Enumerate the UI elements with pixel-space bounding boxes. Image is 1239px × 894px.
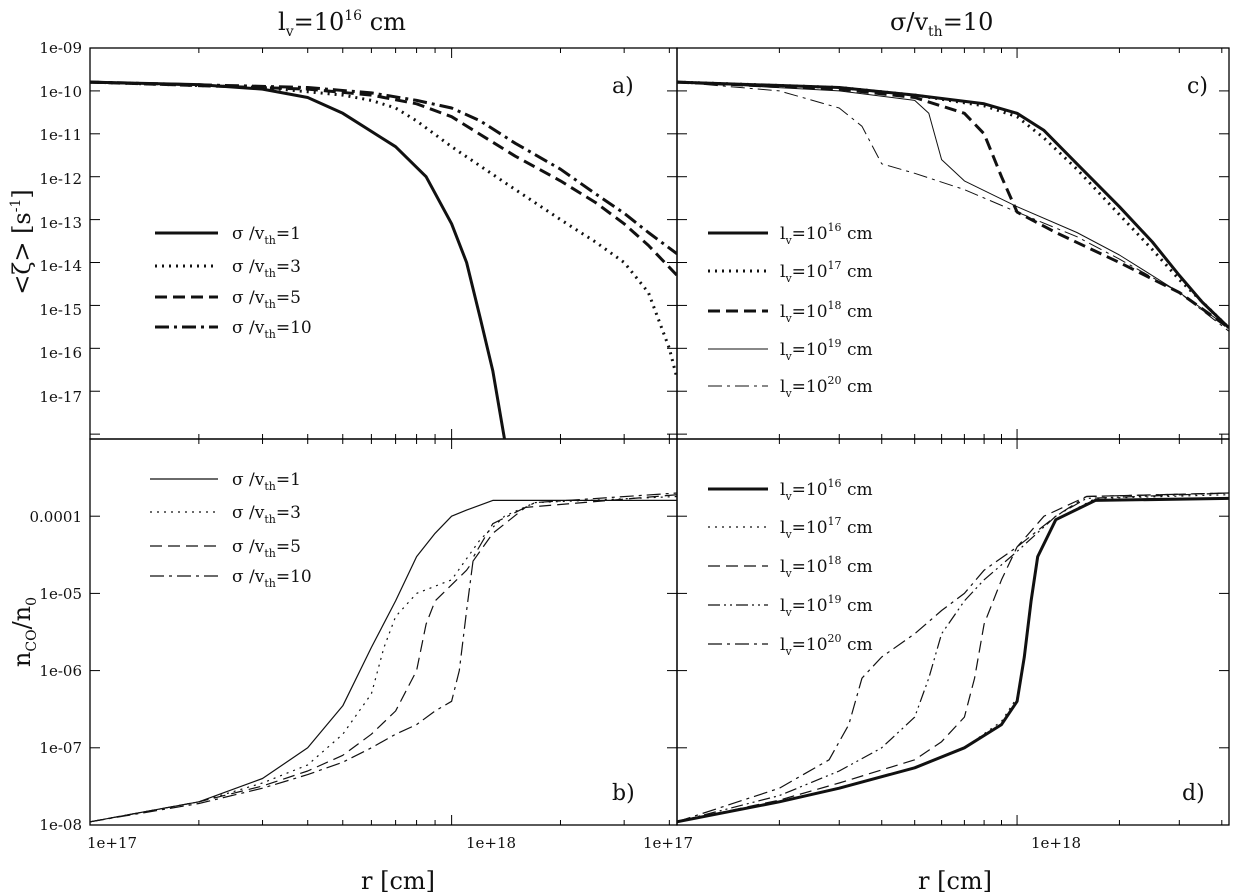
legend-label: σ /vth=5 bbox=[232, 537, 301, 560]
legend-label: lv=1019 cm bbox=[780, 337, 873, 363]
x-tick-label: 1e+18 bbox=[1031, 834, 1081, 852]
series-line-d-3 bbox=[677, 492, 1229, 823]
panel-letter-d: d) bbox=[1182, 781, 1205, 806]
legend-label: σ /vth=10 bbox=[232, 318, 312, 341]
y-tick-label: 1e-11 bbox=[39, 126, 82, 144]
series-line-b-3 bbox=[90, 492, 677, 823]
legend-label: lv=1019 cm bbox=[780, 593, 873, 619]
series-line-d-1 bbox=[677, 494, 1229, 823]
y-tick-label: 1e-13 bbox=[39, 214, 82, 232]
panel-letter-b: b) bbox=[612, 781, 635, 806]
legend-panel-a: σ /vth=1 σ /vth=3 σ /vth=5 σ /vth=10 bbox=[155, 224, 312, 341]
panel-letter-a: a) bbox=[612, 74, 634, 99]
legend-label: σ /vth=1 bbox=[232, 470, 301, 493]
y-tick-labels-bottom: 0.0001 1e-05 1e-06 1e-07 1e-08 bbox=[30, 508, 83, 834]
legend-label: lv=1017 cm bbox=[780, 515, 873, 541]
legend-label: lv=1020 cm bbox=[780, 374, 873, 400]
series-line-b-1 bbox=[90, 495, 677, 823]
panel-frame-d bbox=[676, 438, 1230, 826]
y-tick-label: 1e-14 bbox=[39, 257, 82, 275]
y-tick-label: 1e-10 bbox=[39, 83, 82, 101]
legend-label: σ /vth=3 bbox=[232, 257, 301, 280]
x-tick-label: 1e+17 bbox=[87, 834, 137, 852]
legend-label: lv=1016 cm bbox=[780, 477, 873, 503]
y-axis-label-top: <ζ> [s-1] bbox=[8, 189, 36, 295]
series-line-d-2 bbox=[677, 492, 1229, 823]
legend-label: σ /vth=10 bbox=[232, 567, 312, 590]
y-tick-label: 1e-17 bbox=[39, 388, 82, 406]
plot-panel-d bbox=[677, 492, 1229, 824]
legend-label: lv=1018 cm bbox=[780, 299, 873, 325]
panel-frame-a bbox=[89, 47, 678, 440]
series-line-c-1 bbox=[677, 80, 1229, 329]
plot-panel-c bbox=[677, 80, 1229, 332]
y-axis-label-bottom: nCO/n0 bbox=[8, 597, 40, 667]
y-tick-label: 1e-16 bbox=[39, 344, 82, 362]
y-tick-label: 1e-07 bbox=[39, 739, 82, 757]
x-tick-label: 1e+17 bbox=[643, 834, 693, 852]
legend-label: lv=1017 cm bbox=[780, 259, 873, 285]
y-tick-label: 1e-12 bbox=[39, 170, 82, 188]
series-line-a-1 bbox=[90, 80, 677, 379]
y-tick-label: 1e-06 bbox=[39, 662, 82, 680]
x-tick-labels: 1e+17 1e+18 1e+17 1e+18 bbox=[87, 834, 1081, 852]
legend-panel-b: σ /vth=1 σ /vth=3 σ /vth=5 σ /vth=10 bbox=[150, 470, 312, 590]
y-tick-labels-top: 1e-09 1e-10 1e-11 1e-12 1e-13 1e-14 1e-1… bbox=[39, 39, 82, 406]
legend-label: σ /vth=1 bbox=[232, 224, 301, 247]
tick-marks bbox=[89, 47, 1229, 826]
y-tick-label: 1e-08 bbox=[39, 816, 82, 834]
legend-label: lv=1018 cm bbox=[780, 554, 873, 580]
y-tick-label: 1e-05 bbox=[39, 585, 82, 603]
legend-label: lv=1016 cm bbox=[780, 221, 873, 247]
x-axis-label-right: r [cm] bbox=[918, 867, 992, 894]
series-line-d-4 bbox=[677, 492, 1229, 823]
series-line-a-3 bbox=[90, 80, 677, 256]
y-tick-label: 1e-15 bbox=[39, 301, 82, 319]
legend-panel-c: lv=1016 cm lv=1017 cm lv=1018 cm lv=1019… bbox=[708, 221, 873, 400]
series-line-c-3 bbox=[677, 81, 1229, 329]
series-line-c-4 bbox=[677, 81, 1229, 332]
column-title-left: lv=1016 cm bbox=[278, 8, 406, 40]
series-line-c-2 bbox=[677, 80, 1229, 330]
legend-panel-d: lv=1016 cm lv=1017 cm lv=1018 cm lv=1019… bbox=[708, 477, 873, 658]
series-line-b-0 bbox=[90, 499, 677, 823]
plot-panel-a bbox=[90, 80, 677, 439]
panel-frame-b bbox=[89, 438, 678, 826]
column-title-right: σ/vth=10 bbox=[890, 8, 993, 40]
series-line-d-0 bbox=[677, 496, 1229, 824]
y-tick-label: 1e-09 bbox=[39, 39, 82, 57]
series-line-c-0 bbox=[677, 80, 1229, 329]
x-tick-label: 1e+18 bbox=[466, 834, 516, 852]
panel-letter-c: c) bbox=[1187, 74, 1208, 99]
series-line-a-2 bbox=[90, 80, 677, 277]
plot-panel-b bbox=[90, 492, 677, 823]
legend-label: lv=1020 cm bbox=[780, 632, 873, 658]
legend-label: σ /vth=3 bbox=[232, 503, 301, 526]
y-tick-label: 0.0001 bbox=[30, 508, 83, 526]
legend-label: σ /vth=5 bbox=[232, 288, 301, 311]
x-axis-label-left: r [cm] bbox=[361, 867, 435, 894]
panel-frame-c bbox=[676, 47, 1230, 440]
series-line-b-2 bbox=[90, 494, 677, 823]
